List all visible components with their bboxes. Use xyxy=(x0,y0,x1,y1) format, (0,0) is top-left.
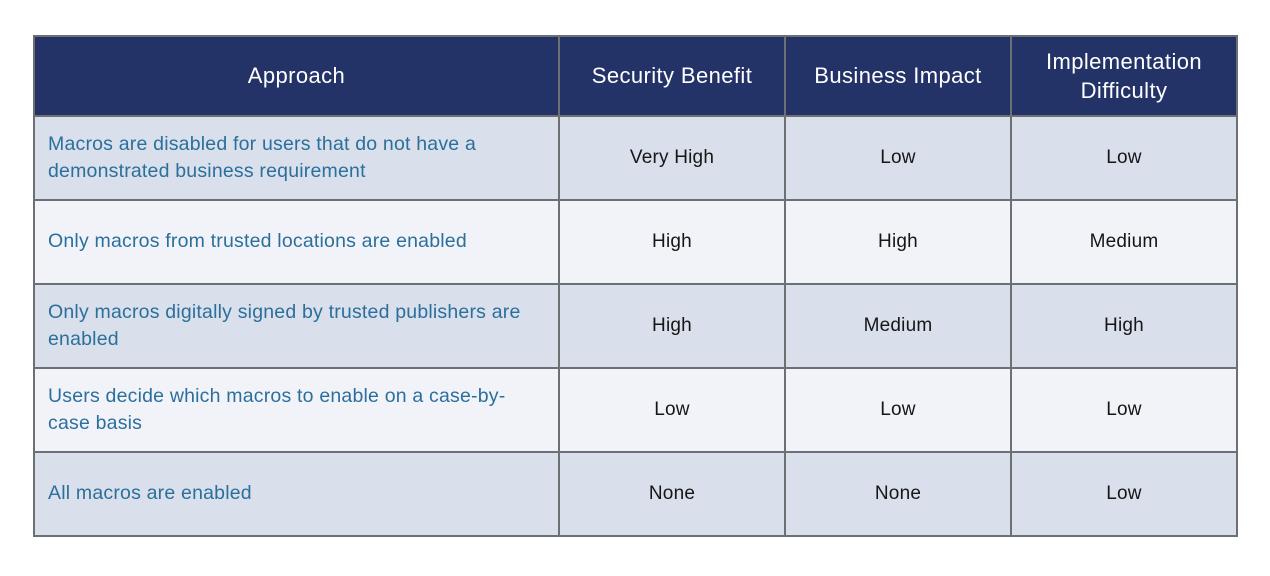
table-row: All macros are enabled None None Low xyxy=(33,451,1238,537)
security-benefit-cell: Very High xyxy=(558,115,786,201)
implementation-difficulty-cell: Low xyxy=(1010,451,1238,537)
security-benefit-cell: None xyxy=(558,451,786,537)
column-header-implementation-difficulty: Implementation Difficulty xyxy=(1010,35,1238,117)
business-impact-cell: Low xyxy=(784,115,1012,201)
business-impact-cell: Low xyxy=(784,367,1012,453)
header-row: Approach Security Benefit Business Impact I… xyxy=(33,35,1238,117)
business-impact-cell: None xyxy=(784,451,1012,537)
business-impact-cell: Medium xyxy=(784,283,1012,369)
table-row: Users decide which macros to enable on a… xyxy=(33,367,1238,453)
table-body: Macros are disabled for users that do no… xyxy=(33,115,1238,537)
table-row: Macros are disabled for users that do no… xyxy=(33,115,1238,201)
approach-cell: Only macros from trusted locations are e… xyxy=(33,199,560,285)
implementation-difficulty-cell: Low xyxy=(1010,115,1238,201)
implementation-difficulty-cell: High xyxy=(1010,283,1238,369)
table-header: Approach Security Benefit Business Impact I… xyxy=(33,35,1238,117)
table-row: Only macros digitally signed by trusted … xyxy=(33,283,1238,369)
table-row: Only macros from trusted locations are e… xyxy=(33,199,1238,285)
approach-cell: Users decide which macros to enable on a… xyxy=(33,367,560,453)
approach-cell: Macros are disabled for users that do no… xyxy=(33,115,560,201)
implementation-difficulty-cell: Medium xyxy=(1010,199,1238,285)
business-impact-cell: High xyxy=(784,199,1012,285)
column-header-security-benefit: Security Benefit xyxy=(558,35,786,117)
column-header-business-impact: Business Impact xyxy=(784,35,1012,117)
approach-cell: All macros are enabled xyxy=(33,451,560,537)
security-benefit-cell: High xyxy=(558,199,786,285)
security-benefit-cell: Low xyxy=(558,367,786,453)
macro-security-table: Approach Security Benefit Business Impact I… xyxy=(33,35,1238,537)
approach-cell: Only macros digitally signed by trusted … xyxy=(33,283,560,369)
security-benefit-cell: High xyxy=(558,283,786,369)
column-header-approach: Approach xyxy=(33,35,560,117)
implementation-difficulty-cell: Low xyxy=(1010,367,1238,453)
